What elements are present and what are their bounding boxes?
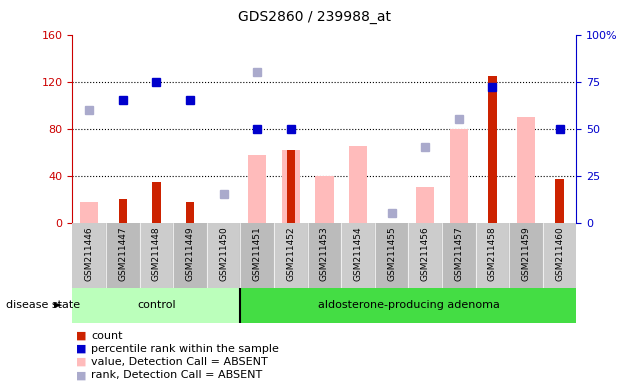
Bar [241, 223, 274, 288]
Bar [416, 187, 435, 223]
Bar [282, 150, 300, 223]
Text: ►: ► [54, 300, 62, 310]
Bar [442, 223, 476, 288]
Bar [173, 223, 207, 288]
Bar [72, 223, 106, 288]
Bar [341, 223, 375, 288]
Text: GSM211452: GSM211452 [287, 226, 295, 281]
Text: GDS2860 / 239988_at: GDS2860 / 239988_at [239, 10, 391, 23]
Text: percentile rank within the sample: percentile rank within the sample [91, 344, 279, 354]
Text: ■: ■ [76, 370, 86, 380]
Text: GSM211453: GSM211453 [320, 226, 329, 281]
Bar [509, 223, 543, 288]
Bar [543, 223, 576, 288]
Bar [80, 202, 98, 223]
Text: GSM211455: GSM211455 [387, 226, 396, 281]
Bar [349, 146, 367, 223]
Text: ■: ■ [76, 357, 86, 367]
Text: GSM211456: GSM211456 [421, 226, 430, 281]
Bar [106, 223, 140, 288]
Bar [408, 223, 442, 288]
Bar [450, 129, 468, 223]
Text: ■: ■ [76, 331, 86, 341]
Text: GSM211449: GSM211449 [186, 226, 195, 281]
Text: GSM211450: GSM211450 [219, 226, 228, 281]
Text: GSM211447: GSM211447 [118, 226, 127, 281]
Bar [152, 182, 161, 223]
Text: ■: ■ [76, 344, 86, 354]
Bar [307, 223, 341, 288]
Bar [248, 154, 266, 223]
Bar [476, 223, 509, 288]
Text: GSM211448: GSM211448 [152, 226, 161, 281]
Text: GSM211454: GSM211454 [353, 226, 362, 281]
Text: GSM211460: GSM211460 [555, 226, 564, 281]
Bar [207, 223, 241, 288]
Text: aldosterone-producing adenoma: aldosterone-producing adenoma [318, 300, 500, 310]
Bar [556, 179, 564, 223]
Text: count: count [91, 331, 123, 341]
Text: control: control [137, 300, 176, 310]
Bar [375, 223, 408, 288]
Text: GSM211457: GSM211457 [454, 226, 463, 281]
Text: GSM211459: GSM211459 [522, 226, 530, 281]
Bar [241, 288, 576, 323]
Text: GSM211451: GSM211451 [253, 226, 261, 281]
Text: disease state: disease state [6, 300, 81, 310]
Text: rank, Detection Call = ABSENT: rank, Detection Call = ABSENT [91, 370, 263, 380]
Text: GSM211446: GSM211446 [85, 226, 94, 281]
Bar [517, 117, 536, 223]
Bar [315, 176, 334, 223]
Bar [287, 150, 295, 223]
Bar [488, 76, 496, 223]
Bar [118, 199, 127, 223]
Bar [140, 223, 173, 288]
Bar [72, 288, 241, 323]
Text: value, Detection Call = ABSENT: value, Detection Call = ABSENT [91, 357, 268, 367]
Text: GSM211458: GSM211458 [488, 226, 497, 281]
Bar [274, 223, 307, 288]
Bar [186, 202, 194, 223]
